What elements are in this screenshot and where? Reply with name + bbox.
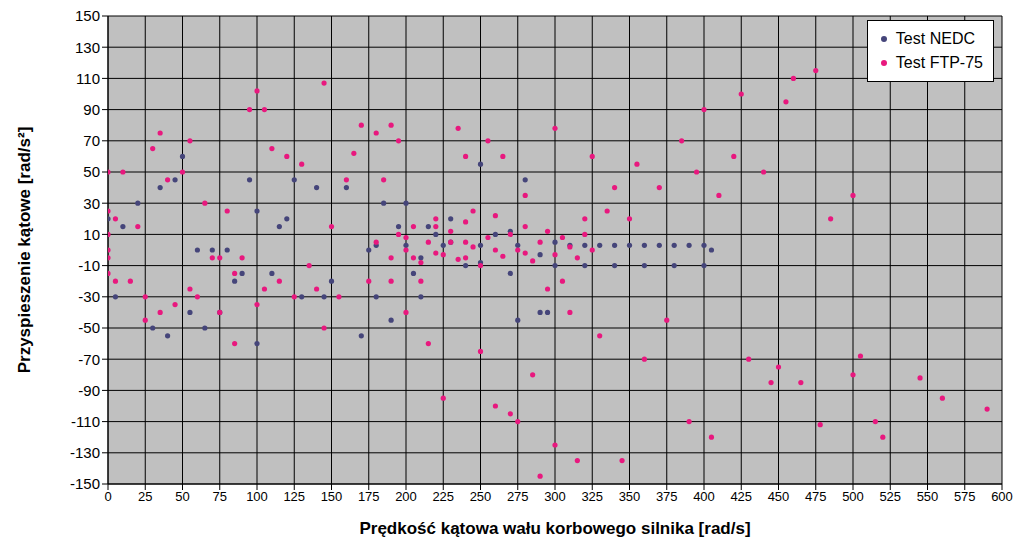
- svg-text:50: 50: [175, 489, 189, 504]
- svg-text:-90: -90: [78, 382, 100, 399]
- svg-text:425: 425: [730, 489, 752, 504]
- html-text:Test NEDC: Test NEDC: [895, 30, 975, 47]
- svg-text:-150: -150: [70, 475, 100, 492]
- svg-text:Prędkość kątowa wału korbowego: Prędkość kątowa wału korbowego silnika […: [359, 519, 750, 538]
- svg-text:325: 325: [581, 489, 603, 504]
- svg-text:125: 125: [283, 489, 305, 504]
- svg-text:275: 275: [507, 489, 529, 504]
- svg-text:300: 300: [544, 489, 566, 504]
- svg-text:250: 250: [470, 489, 492, 504]
- svg-text:200: 200: [395, 489, 417, 504]
- svg-text:-50: -50: [78, 319, 100, 336]
- svg-text:-70: -70: [78, 351, 100, 368]
- svg-text:50: 50: [83, 163, 100, 180]
- svg-text:10: 10: [83, 226, 100, 243]
- svg-text:500: 500: [842, 489, 864, 504]
- svg-text:Przyspieszenie kątowe [rad/s²]: Przyspieszenie kątowe [rad/s²]: [15, 127, 34, 374]
- svg-text:-130: -130: [70, 444, 100, 461]
- svg-text:525: 525: [879, 489, 901, 504]
- svg-text:375: 375: [656, 489, 678, 504]
- svg-text:25: 25: [138, 489, 152, 504]
- svg-text:350: 350: [619, 489, 641, 504]
- svg-text:600: 600: [991, 489, 1013, 504]
- svg-text:0: 0: [104, 489, 111, 504]
- svg-text:400: 400: [693, 489, 715, 504]
- svg-text:550: 550: [917, 489, 939, 504]
- svg-text:-10: -10: [78, 257, 100, 274]
- svg-text:-30: -30: [78, 288, 100, 305]
- svg-text:575: 575: [954, 489, 976, 504]
- svg-text:70: 70: [83, 132, 100, 149]
- svg-text:110: 110: [76, 70, 100, 87]
- svg-text:450: 450: [768, 489, 790, 504]
- svg-text:150: 150: [75, 8, 100, 24]
- svg-text:225: 225: [432, 489, 454, 504]
- svg-text:150: 150: [321, 489, 343, 504]
- svg-text:30: 30: [83, 195, 100, 212]
- html-text:Test FTP-75: Test FTP-75: [895, 54, 983, 71]
- svg-text:130: 130: [75, 39, 100, 56]
- svg-text:175: 175: [358, 489, 380, 504]
- svg-text:100: 100: [246, 489, 268, 504]
- svg-text:90: 90: [83, 101, 100, 118]
- svg-text:475: 475: [805, 489, 827, 504]
- svg-text:-110: -110: [71, 413, 100, 430]
- svg-text:75: 75: [213, 489, 227, 504]
